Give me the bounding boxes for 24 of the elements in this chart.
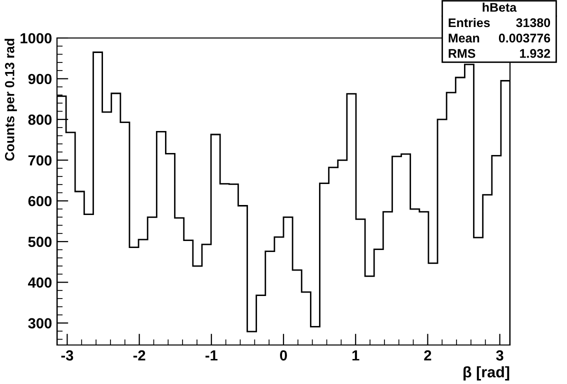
y-tick-label: 300: [28, 318, 52, 328]
annotation: 0.003776: [498, 34, 550, 43]
x-tick-label: 1: [352, 350, 360, 360]
x-tick-label: -1: [205, 350, 218, 360]
x-tick-label: -3: [61, 350, 74, 361]
x-tick-label: 3: [496, 350, 504, 361]
y-axis-title: Counts per 0.13 rad: [4, 38, 17, 161]
y-tick-label: 500: [28, 236, 52, 248]
x-axis-title: β [rad]: [464, 366, 510, 380]
text: 31380: [516, 18, 550, 28]
y-tick-label: 1000: [20, 33, 52, 44]
y-tick-label: 900: [28, 74, 52, 84]
x-tick-label: 0: [280, 350, 287, 361]
text: Entries: [448, 18, 490, 28]
x-tick-label: -2: [133, 350, 146, 360]
x-tick-label: 2: [424, 350, 432, 360]
y-tick-label: 400: [28, 277, 52, 288]
annotation: RMS: [448, 49, 476, 58]
annotation: Mean: [448, 34, 480, 43]
y-tick-label: 800: [28, 114, 52, 125]
y-tick-label: 600: [28, 196, 52, 206]
text: hBeta: [482, 2, 517, 12]
y-tick-label: 700: [28, 155, 52, 166]
text: 1.932: [520, 49, 550, 58]
